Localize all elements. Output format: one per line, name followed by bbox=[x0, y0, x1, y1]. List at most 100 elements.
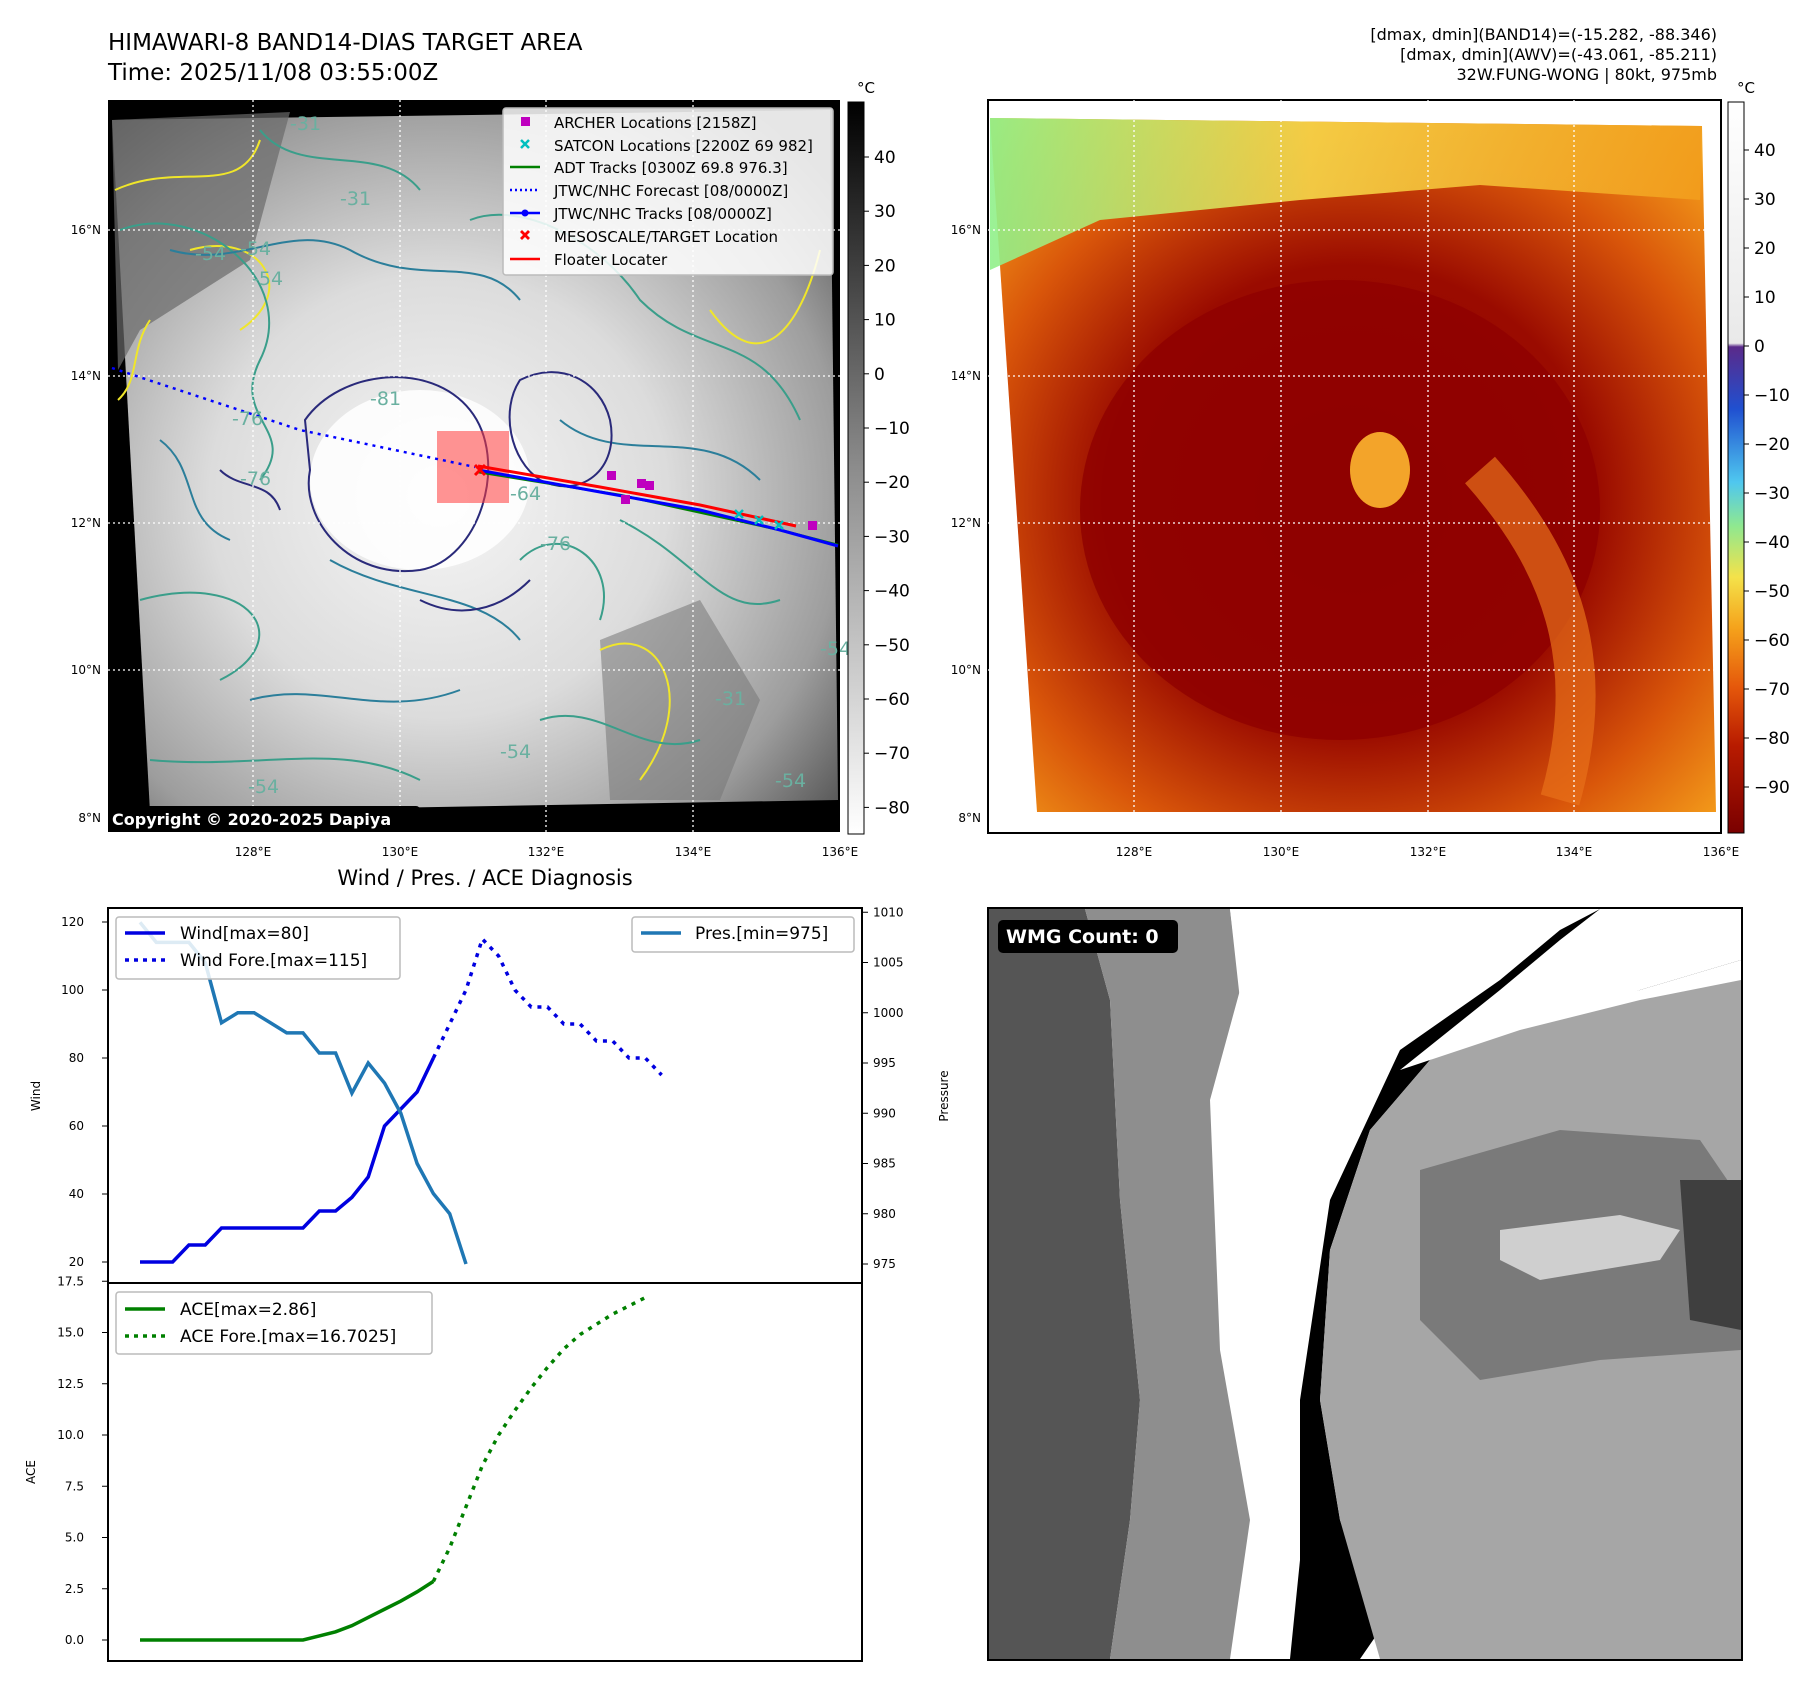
lat-tick: 14°N bbox=[71, 369, 101, 383]
contour-label-group: -31 -54 -54 -31 -54 -76 -81 -76 -64 -76 … bbox=[195, 113, 851, 798]
contour-label: -31 bbox=[340, 188, 371, 210]
heat-map-panel bbox=[987, 99, 1722, 834]
ace-tick-label: 5.0 bbox=[65, 1531, 84, 1545]
colorbar-tick-label: −10 bbox=[874, 419, 910, 439]
pressure-legend-label: Pres.[min=975] bbox=[695, 924, 828, 944]
floater-track bbox=[477, 464, 797, 528]
legend-archer-marker bbox=[521, 117, 530, 126]
map-title-line1: HIMAWARI-8 BAND14-DIAS TARGET AREA bbox=[108, 30, 583, 56]
ace-tick-label: 10.0 bbox=[57, 1428, 84, 1442]
wind-axis-label: Wind bbox=[29, 1081, 43, 1111]
map-title-line2: Time: 2025/11/08 03:55:00Z bbox=[107, 60, 438, 86]
map-left-lon-ticks: 128°E 130°E 132°E 134°E 136°E bbox=[235, 845, 859, 859]
legend-satcon-marker bbox=[520, 139, 530, 149]
wind-legend-frame bbox=[115, 916, 401, 980]
wind-tick-label: 60 bbox=[69, 1119, 84, 1133]
stats-line2: [dmax, dmin](AWV)=(-43.061, -85.211) bbox=[1400, 45, 1717, 64]
map-left-lat-ticks: 16°N 14°N 12°N 10°N 8°N bbox=[71, 223, 101, 825]
pressure-tick-label: 975 bbox=[873, 1257, 896, 1271]
lat-tick: 12°N bbox=[951, 516, 981, 530]
contour-label: -54 bbox=[775, 770, 806, 792]
contour-label: -31 bbox=[290, 113, 321, 135]
colorbar-tick-label: 20 bbox=[874, 256, 896, 276]
colorbar-tick-label: −50 bbox=[1754, 582, 1790, 602]
jtwc-track bbox=[477, 468, 839, 548]
wind-tick-label: 120 bbox=[61, 915, 84, 929]
map-legend: ARCHER Locations [2158Z] SATCON Location… bbox=[502, 107, 834, 276]
lat-tick: 14°N bbox=[951, 369, 981, 383]
colorbar-heat: °C 40 30 20 10 0 −10 −20 −30 −40 −50 −60 −70 −80 −90 bbox=[1727, 79, 1790, 834]
colorbar-heat-ramp bbox=[1727, 101, 1745, 834]
stats-line3: 32W.FUNG-WONG | 80kt, 975mb bbox=[1456, 65, 1717, 84]
lat-tick: 12°N bbox=[71, 516, 101, 530]
diagnosis-title: Wind / Pres. / ACE Diagnosis bbox=[337, 866, 632, 890]
colorbar-tick-label: 30 bbox=[1754, 190, 1776, 210]
pressure-tick-label: 990 bbox=[873, 1106, 896, 1120]
colorbar-tick-label: −40 bbox=[1754, 533, 1790, 553]
wmg-panel: WMG Count: 0 bbox=[987, 907, 1743, 1661]
legend-archer-label: ARCHER Locations [2158Z] bbox=[554, 114, 757, 132]
lat-tick: 16°N bbox=[71, 223, 101, 237]
contours bbox=[114, 129, 821, 781]
colorbar-tick-label: −10 bbox=[1754, 386, 1790, 406]
pressure-tick-label: 985 bbox=[873, 1157, 896, 1171]
lon-tick: 136°E bbox=[822, 845, 859, 859]
colorbar-gray-ticks: 40 30 20 10 0 −10 −20 −30 −40 −50 −60 −70 −80 bbox=[864, 148, 910, 818]
ace-tick-label: 7.5 bbox=[65, 1479, 84, 1493]
colorbar-tick-label: −60 bbox=[1754, 631, 1790, 651]
ir-map-panel: -31 -54 -54 -31 -54 -76 -81 -76 -64 -76 … bbox=[108, 100, 851, 832]
colorbar-tick-label: −40 bbox=[874, 582, 910, 602]
legend-tracks-dot bbox=[521, 209, 529, 217]
lat-tick: 8°N bbox=[78, 811, 101, 825]
archer-markers bbox=[607, 471, 817, 530]
colorbar-tick-label: −70 bbox=[1754, 680, 1790, 700]
colorbar-gray-unit: °C bbox=[857, 79, 875, 97]
heat-eyewall bbox=[1080, 280, 1600, 740]
pressure-y-ticks: 975 980 985 990 995 1000 1005 1010 bbox=[862, 905, 904, 1271]
copyright-bg bbox=[108, 806, 420, 832]
wind-tick-label: 40 bbox=[69, 1187, 84, 1201]
legend-frame bbox=[502, 107, 834, 276]
colorbar-gray: °C 40 30 20 10 0 −10 −20 −30 −40 −50 −60 −70 −80 bbox=[847, 79, 910, 835]
colorbar-tick-label: 0 bbox=[1754, 337, 1765, 357]
lon-tick: 132°E bbox=[1410, 845, 1447, 859]
colorbar-tick-label: 10 bbox=[1754, 288, 1776, 308]
lon-tick: 128°E bbox=[1116, 845, 1153, 859]
contour-label: -54 bbox=[820, 638, 851, 660]
legend-tracks-label: JTWC/NHC Tracks [08/0000Z] bbox=[553, 205, 772, 223]
ace-tick-label: 17.5 bbox=[57, 1274, 84, 1288]
wmg-white-region bbox=[1400, 909, 1741, 1070]
contour-label: -54 bbox=[195, 243, 226, 265]
target-marker bbox=[473, 463, 487, 477]
map-grid bbox=[108, 100, 840, 832]
contour-label: -76 bbox=[232, 408, 263, 430]
colorbar-tick-label: −70 bbox=[874, 744, 910, 764]
lon-tick: 136°E bbox=[1703, 845, 1740, 859]
target-box bbox=[437, 431, 509, 503]
colorbar-tick-label: 40 bbox=[1754, 141, 1776, 161]
wind-tick-label: 100 bbox=[61, 983, 84, 997]
contour-navy bbox=[219, 371, 613, 612]
ace-tick-label: 12.5 bbox=[57, 1377, 84, 1391]
ace-series-layer bbox=[139, 1296, 647, 1642]
wmg-dark-patch bbox=[1680, 1180, 1741, 1330]
pressure-tick-label: 995 bbox=[873, 1056, 896, 1070]
lat-tick: 10°N bbox=[71, 663, 101, 677]
colorbar-tick-label: −20 bbox=[1754, 435, 1790, 455]
lon-tick: 132°E bbox=[528, 845, 565, 859]
colorbar-tick-label: 40 bbox=[874, 148, 896, 168]
wmg-dark-left bbox=[989, 909, 1140, 1659]
pressure-legend: Pres.[min=975] bbox=[631, 916, 855, 953]
colorbar-tick-label: −80 bbox=[874, 798, 910, 818]
ace-legend-frame bbox=[115, 1291, 433, 1355]
pressure-tick-label: 980 bbox=[873, 1207, 896, 1221]
wind-pressure-chart: 20 40 60 80 100 120 975 980 985 990 995 1000 1005 10… bbox=[29, 905, 951, 1284]
contour-label: -81 bbox=[370, 388, 401, 410]
satcon-markers bbox=[734, 509, 784, 530]
wmg-count-label: WMG Count: 0 bbox=[1006, 926, 1159, 948]
copyright-text: Copyright © 2020-2025 Dapiya bbox=[112, 810, 391, 829]
contour-label: -76 bbox=[240, 468, 271, 490]
ace-tick-label: 2.5 bbox=[65, 1582, 84, 1596]
ace-y-ticks: 0.0 2.5 5.0 7.5 10.0 12.5 15.0 17.5 bbox=[57, 1274, 108, 1647]
